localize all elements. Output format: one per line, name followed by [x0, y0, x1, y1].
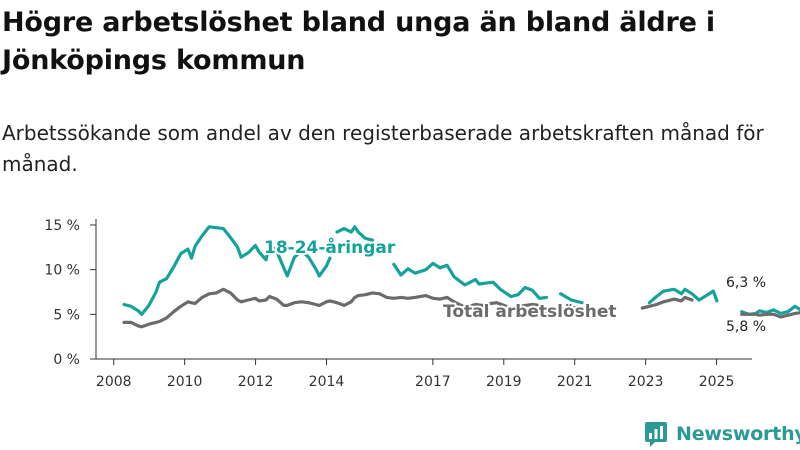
chart-title: Högre arbetslöshet bland unga än bland ä…: [2, 7, 715, 76]
x-axis: 2008 2010 2012 2014 2017 2019 2021 2023 2025: [96, 358, 752, 390]
newsworthy-icon: [645, 422, 667, 447]
youth-line: [559, 292, 584, 305]
total-end-label: 5,8 %: [726, 319, 766, 335]
y-tick-label: 15 %: [44, 218, 80, 234]
youth-line: [392, 261, 549, 300]
y-tick-label: 5 %: [53, 307, 80, 323]
youth-series-label: 18-24-åringar: [264, 236, 396, 258]
total-series-label: Total arbetslöshet: [443, 302, 617, 322]
youth-line: [122, 225, 332, 316]
youth-line: [335, 225, 375, 242]
youth-line: [740, 304, 800, 316]
series-layer: [122, 225, 800, 329]
youth-end-label: 6,3 %: [726, 275, 766, 291]
x-tick-label: 2023: [628, 374, 664, 390]
total-line: [740, 311, 800, 319]
total-line: [122, 287, 580, 329]
newsworthy-logo[interactable]: Newsworthy: [644, 420, 800, 448]
y-tick-label: 10 %: [44, 263, 80, 279]
x-tick-label: 2017: [415, 374, 451, 390]
x-tick-label: 2021: [557, 374, 593, 390]
total-line: [640, 295, 694, 310]
x-tick-label: 2010: [167, 374, 203, 390]
label-layer: 18-24-åringar Total arbetslöshet 6,3 % 5,8 …: [262, 234, 768, 337]
y-tick-label: 0 %: [53, 352, 80, 368]
x-tick-label: 2012: [238, 374, 274, 390]
youth-line: [647, 287, 719, 305]
brand-name: Newsworthy: [676, 423, 800, 445]
y-axis: 0 % 5 % 10 % 15 %: [44, 218, 97, 368]
x-tick-label: 2014: [309, 374, 345, 390]
x-tick-label: 2008: [96, 374, 132, 390]
total-series: [122, 287, 800, 329]
x-tick-label: 2025: [699, 374, 735, 390]
x-tick-label: 2019: [486, 374, 522, 390]
chart-subtitle: Arbetssökande som andel av den registerb…: [2, 121, 764, 176]
youth-series: [122, 225, 800, 316]
